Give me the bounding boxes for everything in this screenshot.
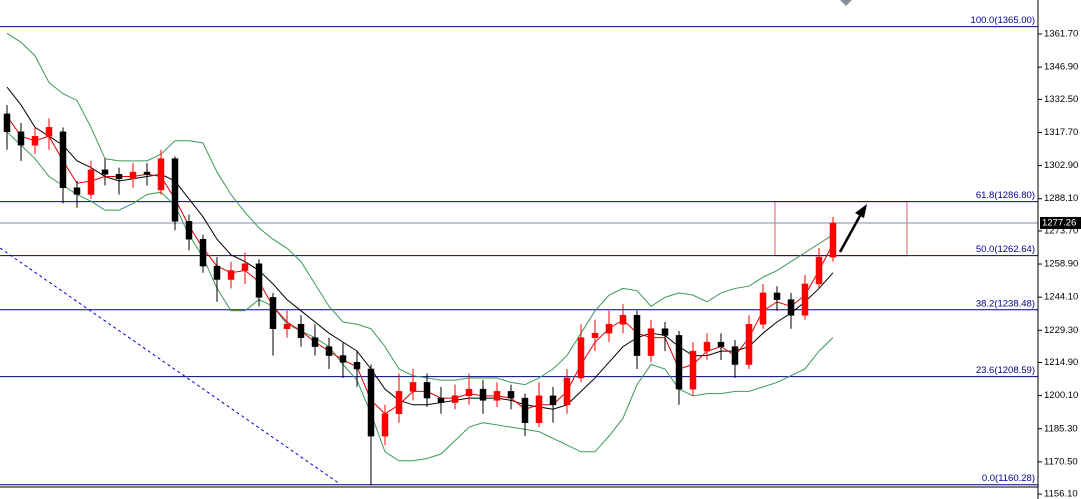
candle-body <box>549 395 557 406</box>
y-tick-label: 1170.50 <box>1044 456 1078 467</box>
candle-body <box>381 413 389 437</box>
candle-body <box>213 265 221 280</box>
fib-label: 100.0(1365.00) <box>971 15 1035 26</box>
y-tick-label: 1214.90 <box>1044 357 1078 368</box>
candle-body <box>255 263 263 298</box>
candle-body <box>689 350 697 390</box>
candle-body <box>829 222 837 258</box>
trend-line <box>0 247 341 485</box>
candle-body <box>45 127 53 137</box>
plot-area: 100.0(1365.00) 61.8(1286.80) 50.0(1262.64)… <box>0 15 1038 486</box>
candle-body <box>577 337 585 379</box>
fib-label: 23.6(1208.59) <box>976 365 1035 376</box>
candle-body <box>745 323 753 365</box>
candle-body <box>367 368 375 437</box>
candle-body <box>451 395 459 403</box>
fib-label: 0.0(1160.28) <box>982 473 1035 484</box>
fib-label: 61.8(1286.80) <box>976 190 1035 201</box>
candle-body <box>409 382 417 392</box>
y-tick-label: 1361.70 <box>1044 29 1078 40</box>
candle-body <box>353 362 361 370</box>
candle-body <box>269 297 277 329</box>
candle-body <box>73 187 81 195</box>
candle-body <box>591 332 599 338</box>
fib-label: 38.2(1238.48) <box>976 298 1035 309</box>
y-tick-label: 1288.10 <box>1044 193 1078 204</box>
candle-body <box>731 346 739 365</box>
fib-label: 50.0(1262.64) <box>976 244 1035 255</box>
y-tick-label: 1317.70 <box>1044 127 1078 138</box>
candle-body <box>311 337 319 347</box>
candle-body <box>87 169 95 195</box>
y-tick-label: 1258.90 <box>1044 259 1078 270</box>
arrow-shaft <box>838 213 863 253</box>
candle-body <box>801 283 809 316</box>
candle-body <box>535 395 543 423</box>
indicator-line <box>6 131 834 462</box>
candle-body <box>437 397 445 403</box>
candle-body <box>283 323 291 329</box>
y-tick-label: 1332.50 <box>1044 94 1078 105</box>
candle-body <box>339 355 347 363</box>
candle-body <box>647 328 655 356</box>
candle-body <box>479 388 487 401</box>
candle-body <box>521 397 529 423</box>
candle-body <box>143 171 151 175</box>
candle-body <box>241 263 249 271</box>
scroll-marker <box>840 0 852 6</box>
candle-body <box>157 158 165 191</box>
candle-body <box>759 292 767 325</box>
candle-body <box>185 221 193 240</box>
candle-body <box>423 382 431 399</box>
candle-body <box>171 158 179 222</box>
candle-body <box>605 323 613 334</box>
y-tick-label: 1302.90 <box>1044 160 1078 171</box>
candle-body <box>297 323 305 338</box>
candle-body <box>717 341 725 347</box>
candle-body <box>115 174 123 180</box>
y-tick-label: 1229.30 <box>1044 325 1078 336</box>
candle-body <box>675 335 683 390</box>
last-price-tag <box>1040 216 1081 229</box>
candle-body <box>199 238 207 267</box>
candle-body <box>493 391 501 401</box>
y-tick-label: 1273.70 <box>1044 225 1078 236</box>
candle-body <box>3 113 11 133</box>
candle-body <box>619 315 627 325</box>
candle-body <box>325 346 333 356</box>
candle-body <box>227 270 235 280</box>
candle-body <box>59 131 67 188</box>
candle-body <box>465 388 473 397</box>
candle-body <box>703 341 711 352</box>
candle-body <box>101 169 109 175</box>
candle-body <box>563 377 571 406</box>
indicator-line <box>6 32 834 386</box>
candle-body <box>31 136 39 146</box>
y-tick-label: 1346.90 <box>1044 62 1078 73</box>
candle-body <box>815 256 823 285</box>
candle-body <box>787 299 795 316</box>
candle-body <box>395 391 403 414</box>
last-price-label: 1277.26 <box>1042 217 1076 228</box>
candle-body <box>507 391 515 399</box>
arrow-head <box>855 204 867 218</box>
candle-body <box>129 171 137 180</box>
y-tick-label: 1200.10 <box>1044 390 1078 401</box>
y-tick-label: 1156.10 <box>1044 489 1078 499</box>
candle-body <box>17 131 25 146</box>
y-tick-label: 1185.30 <box>1044 423 1078 434</box>
candle-body <box>773 292 781 300</box>
candle-body <box>633 315 641 356</box>
y-tick-label: 1244.10 <box>1044 292 1078 303</box>
candle-body <box>661 328 669 336</box>
